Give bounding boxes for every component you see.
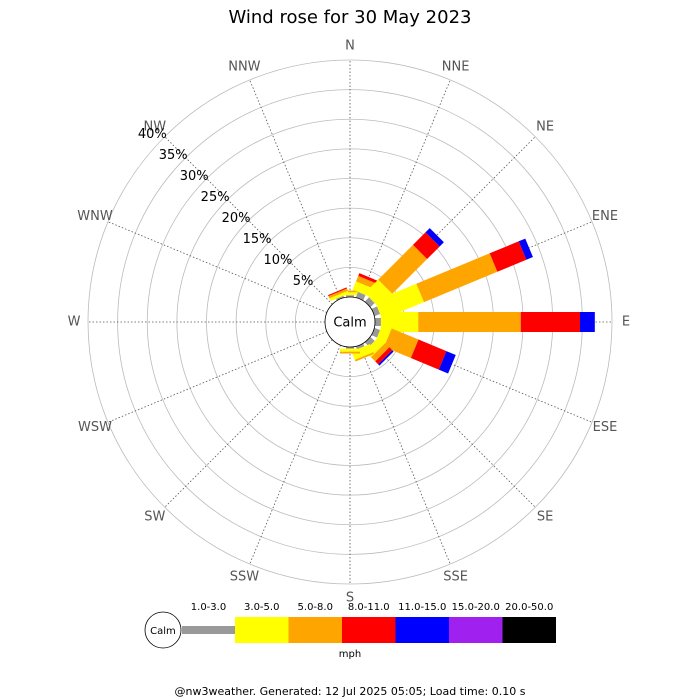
legend-swatch [502,617,556,643]
direction-bars [328,287,349,302]
bar-segment [518,238,533,260]
legend-swatch [235,617,289,643]
direction-bars [371,324,456,374]
bar-segment [371,343,390,362]
direction-label: WNW [77,209,113,224]
direction-label: S [346,591,354,606]
bar-segment [355,343,365,350]
legend-calm [144,611,182,649]
direction-bars [340,347,360,354]
bar-segment [412,232,440,260]
bar-segment [336,295,345,301]
spoke [107,331,328,423]
direction-label: E [622,315,630,330]
r-tick-label: 5% [293,274,314,289]
legend-swatch [342,617,396,643]
legend-label: 11.0-15.0 [398,602,446,613]
direction-label: SSW [230,569,260,584]
direction-bars [351,343,375,362]
bar-segment [520,312,581,332]
bar-segment [375,318,381,326]
bar-segment [438,351,456,374]
bar-segment [355,275,377,290]
r-tick-label: 30% [180,169,209,184]
spoke [164,339,333,508]
legend-swatch [288,617,342,643]
spoke [367,339,536,508]
bar-segment [346,295,354,297]
bar-segment [340,348,360,352]
direction-label: SW [144,510,165,525]
calm-circle [324,296,376,348]
direction-label: NE [536,119,554,134]
direction-label: NW [144,119,167,134]
chart-title: Wind rose for 30 May 2023 [229,7,472,28]
direction-label: W [68,315,81,330]
bar-segment [354,352,375,362]
bar-segment [380,312,419,332]
footer: @nw3weather. Generated: 12 Jul 2025 05:0… [175,685,526,698]
direction-label: N [345,39,355,54]
r-tick-label: 40% [138,127,167,142]
direction-bars [375,312,595,332]
bar-segment [374,283,425,320]
bar-segment [580,312,595,332]
legend-swatch [182,626,235,634]
spoke [359,79,451,300]
legend-label: 8.0-11.0 [348,602,390,613]
bar-segment [384,328,419,359]
legend-label: 5.0-8.0 [298,602,333,613]
r-tick-label: 15% [243,232,272,247]
bar-segment [346,347,354,349]
bar-segment [378,350,394,366]
direction-label: ESE [593,420,618,435]
r-tick-label: 10% [264,253,293,268]
r-tick-label: 25% [201,190,230,205]
spoke [359,344,451,565]
spoke [249,344,341,565]
direction-label: SSE [443,569,468,584]
direction-label: ENE [592,209,618,224]
bar-segment [351,344,374,360]
bar-segment [358,273,378,284]
bar-segment [340,351,360,354]
bar-segment [489,241,527,272]
bar-segment [328,287,347,297]
unit-label: mph [339,649,361,660]
direction-label: NNE [442,60,470,75]
bar-segment [364,336,375,347]
bar-segment [378,244,428,294]
legend-label: 3.0-5.0 [244,602,279,613]
bar-segment [328,288,348,299]
legend-label: 1.0-3.0 [191,602,226,613]
bar-segment [364,297,375,308]
bar-segment [416,253,498,303]
bar-segment [329,290,349,302]
spoke [249,79,341,300]
bar-segment [410,339,447,370]
bar-segment [375,347,393,365]
legend-calm-label: Calm [150,626,176,637]
direction-bars [371,238,533,320]
grid-circle [87,59,613,585]
legend-swatch [395,617,449,643]
r-tick-label: 20% [222,211,251,226]
direction-label: NNW [228,60,260,75]
bar-segment [425,228,444,247]
calm-label: Calm [333,316,366,331]
bar-segment [418,312,521,332]
legend-swatch [449,617,503,643]
direction-label: WSW [78,420,112,435]
spoke [164,136,333,305]
legend-label: 15.0-20.0 [452,602,500,613]
r-tick-label: 35% [159,148,188,163]
spoke [107,221,328,313]
legend-label: 20.0-50.0 [505,602,553,613]
direction-label: SE [537,510,553,525]
